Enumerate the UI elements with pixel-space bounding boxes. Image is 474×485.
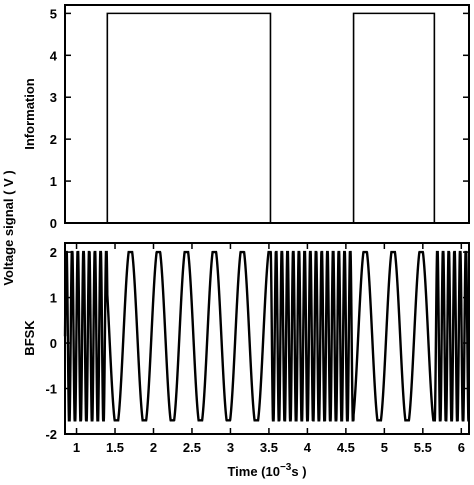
top-y-ticks: 0 1 2 3 4 5	[50, 6, 469, 231]
bottom-panel: BFSK -2 -1 0 1 2 1 1.5 2 2.5 3 3.5 4 4.5 5 5.5 6 Time …	[22, 242, 470, 479]
bottom-plot-frame	[64, 242, 470, 435]
top-y-tick-label: 3	[50, 90, 57, 105]
top-y-tick-label: 1	[50, 174, 57, 189]
top-y-axis-label: Information	[22, 78, 37, 150]
x-tick-label: 1	[73, 440, 80, 455]
top-plot-frame	[64, 4, 470, 224]
x-axis-label-exponent: −3	[280, 462, 292, 473]
x-tick-label: 5	[381, 440, 388, 455]
shared-y-axis-label: Voltage signal ( V )	[1, 170, 16, 285]
x-axis-label: Time (10−3s )	[227, 462, 306, 479]
x-tick-label: 3	[227, 440, 234, 455]
x-tick-label: 4.5	[337, 440, 355, 455]
top-panel: Information 0 1 2 3 4 5	[22, 4, 470, 231]
bottom-y-tick-label: 1	[50, 291, 57, 306]
x-tick-label: 3.5	[260, 440, 278, 455]
top-information-line	[65, 12, 469, 224]
bottom-y-tick-label: -2	[45, 427, 57, 442]
top-y-tick-label: 2	[50, 132, 57, 147]
x-tick-label: 2	[150, 440, 157, 455]
bottom-y-axis-label: BFSK	[22, 320, 37, 356]
x-tick-label: 6	[458, 440, 465, 455]
x-tick-label: 5.5	[414, 440, 432, 455]
top-y-tick-label: 5	[50, 6, 57, 21]
top-y-tick-label: 0	[50, 216, 57, 231]
bottom-x-ticks: 1 1.5 2 2.5 3 3.5 4 4.5 5 5.5 6	[73, 243, 465, 455]
bottom-y-tick-label: -1	[45, 382, 57, 397]
x-axis-label-unit: s )	[291, 464, 306, 479]
bfsk-signal-line	[63, 250, 470, 422]
top-y-tick-label: 4	[50, 48, 58, 63]
bottom-y-tick-label: 0	[50, 336, 57, 351]
x-tick-label: 2.5	[183, 440, 201, 455]
x-tick-label: 4	[304, 440, 312, 455]
x-tick-label: 1.5	[106, 440, 124, 455]
bottom-y-tick-label: 2	[50, 245, 57, 260]
